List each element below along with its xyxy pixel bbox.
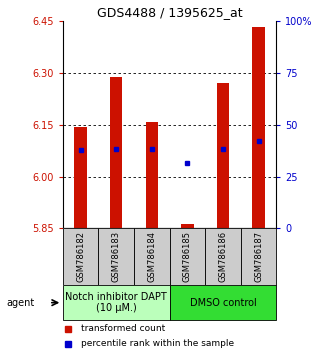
Text: DMSO control: DMSO control — [190, 298, 257, 308]
Bar — [181, 224, 194, 228]
Bar — [134, 228, 169, 285]
Title: GDS4488 / 1395625_at: GDS4488 / 1395625_at — [97, 6, 242, 19]
Bar — [169, 285, 276, 320]
Bar — [74, 127, 87, 228]
Text: GSM786187: GSM786187 — [254, 231, 263, 282]
Bar — [217, 83, 229, 228]
Bar — [169, 228, 205, 285]
Text: Notch inhibitor DAPT
(10 μM.): Notch inhibitor DAPT (10 μM.) — [66, 292, 167, 314]
Text: agent: agent — [7, 298, 35, 308]
Bar — [241, 228, 276, 285]
Text: GSM786186: GSM786186 — [218, 231, 227, 282]
Bar — [99, 228, 134, 285]
Bar — [205, 228, 241, 285]
Text: GSM786185: GSM786185 — [183, 231, 192, 282]
Bar — [252, 28, 265, 228]
Text: GSM786183: GSM786183 — [112, 231, 121, 282]
Bar — [110, 78, 122, 228]
Text: percentile rank within the sample: percentile rank within the sample — [81, 339, 235, 348]
Bar — [63, 228, 99, 285]
Bar — [146, 122, 158, 228]
Text: GSM786184: GSM786184 — [147, 231, 156, 282]
Text: GSM786182: GSM786182 — [76, 231, 85, 282]
Bar — [63, 285, 169, 320]
Text: transformed count: transformed count — [81, 324, 166, 333]
